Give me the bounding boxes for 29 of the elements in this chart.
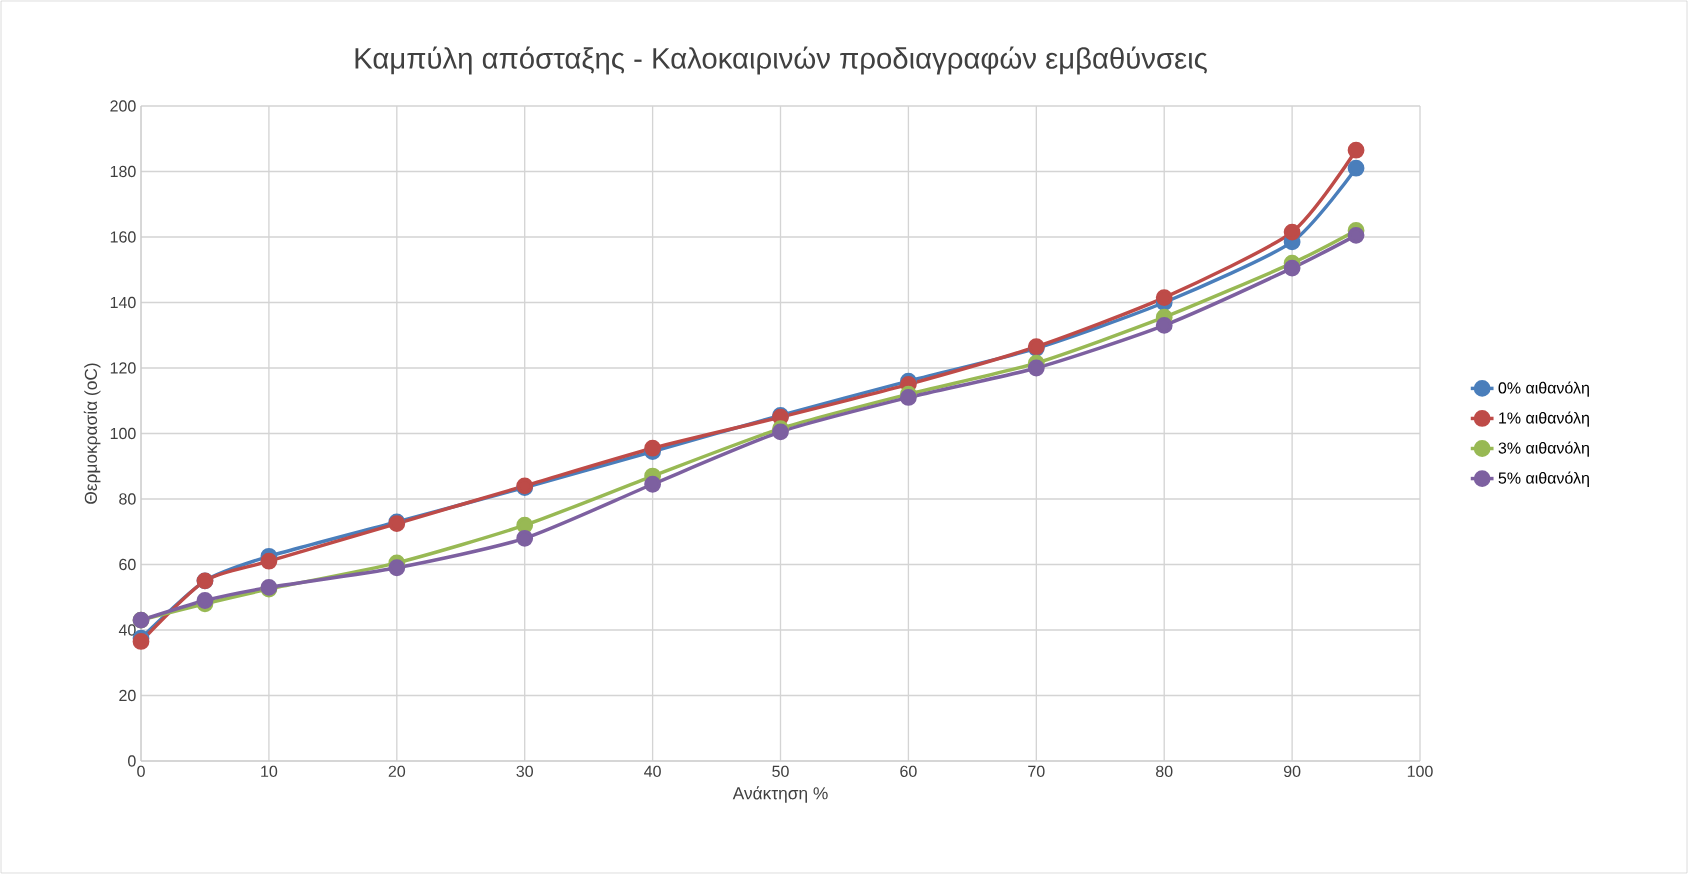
y-tick-label: 60 bbox=[119, 558, 136, 571]
y-tick-label: 0 bbox=[128, 755, 136, 767]
y-tick-label: 80 bbox=[119, 493, 136, 505]
y-tick-label: 40 bbox=[118, 624, 136, 636]
chart-title: Καμπύλη απόσταξης - Καλοκαιρινών προδιαγραφών εμβαθύνσεις bbox=[355, 46, 1207, 75]
x-tick-label: 70 bbox=[1028, 765, 1045, 778]
y-axis-title: Θερμοκρασία (oC) bbox=[83, 363, 101, 504]
x-tick-label: 0 bbox=[137, 765, 145, 778]
x-tick-label: 30 bbox=[516, 765, 533, 778]
y-tick-label: 100 bbox=[110, 427, 136, 440]
y-tick-label: 140 bbox=[110, 296, 136, 309]
x-tick-label: 80 bbox=[1156, 765, 1173, 778]
y-tick-label: 120 bbox=[110, 362, 136, 374]
x-tick-label: 50 bbox=[772, 765, 789, 778]
x-tick-label: 60 bbox=[900, 765, 917, 778]
legend-label: 0% αιθανόλη bbox=[1498, 381, 1589, 397]
x-axis-title: Ανάκτηση % bbox=[732, 786, 828, 803]
x-tick-label: 20 bbox=[388, 765, 406, 778]
legend-label: 1% αιθανόλη bbox=[1499, 411, 1589, 427]
x-tick-label: 90 bbox=[1283, 765, 1301, 778]
x-tick-label: 10 bbox=[261, 765, 278, 778]
y-tick-label: 200 bbox=[110, 100, 136, 112]
x-tick-label: 100 bbox=[1407, 765, 1433, 778]
x-tick-label: 40 bbox=[644, 765, 661, 778]
y-tick-label: 20 bbox=[119, 689, 136, 702]
y-tick-label: 160 bbox=[110, 231, 136, 243]
legend-label: 3% αιθανόλη bbox=[1498, 441, 1589, 457]
y-tick-label: 180 bbox=[110, 165, 136, 178]
legend-label: 5% αιθανόλη bbox=[1498, 471, 1589, 487]
